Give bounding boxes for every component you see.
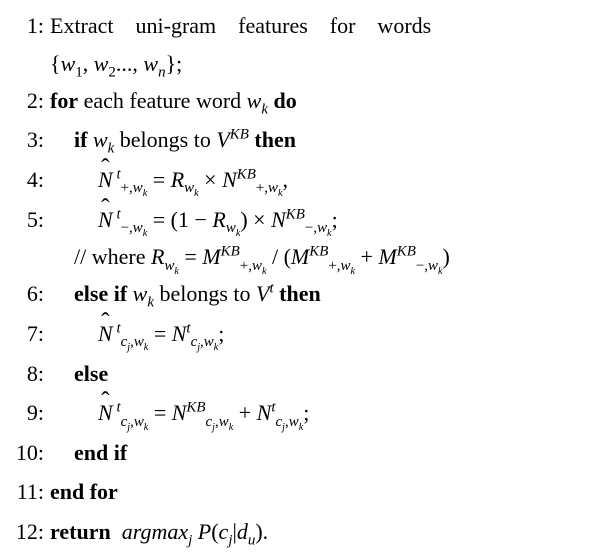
line-number: 8: bbox=[0, 354, 50, 394]
algo-line: 1:Extract uni-gram features for words bbox=[0, 6, 594, 46]
line-number: 9: bbox=[0, 393, 50, 433]
line-body: N tcj,wk = Ntcj,wk; bbox=[50, 314, 594, 354]
line-number: 3: bbox=[0, 120, 50, 160]
line-number: 2: bbox=[0, 81, 50, 121]
line-body: end if bbox=[50, 433, 594, 473]
algo-line: 9:N tcj,wk = NKBcj,wk + Ntcj,wk; bbox=[0, 393, 594, 433]
algo-line: 11:end for bbox=[0, 472, 594, 512]
line-body: for each feature word wk do bbox=[50, 81, 594, 121]
line-body: N t+,wk = Rwk × NKB+,wk, bbox=[50, 160, 594, 200]
line-body: else if wk belongs to Vt then bbox=[50, 274, 594, 314]
algo-line: 6:else if wk belongs to Vt then bbox=[0, 274, 594, 314]
line-body: Extract uni-gram features for words bbox=[50, 6, 594, 46]
line-continuation: {w1, w2..., wn}; bbox=[50, 46, 594, 81]
algo-line: 4:N t+,wk = Rwk × NKB+,wk, bbox=[0, 160, 594, 200]
algo-line: 7:N tcj,wk = Ntcj,wk; bbox=[0, 314, 594, 354]
line-body: if wk belongs to VKB then bbox=[50, 120, 594, 160]
line-body: else bbox=[50, 354, 594, 394]
algo-line: 8:else bbox=[0, 354, 594, 394]
line-body: N t−,wk = (1 − Rwk) × NKB−,wk; bbox=[50, 200, 594, 240]
line-number: 1: bbox=[0, 6, 50, 46]
algo-line: 5:N t−,wk = (1 − Rwk) × NKB−,wk; bbox=[0, 200, 594, 240]
line-number: 11: bbox=[0, 472, 50, 512]
line-body: N tcj,wk = NKBcj,wk + Ntcj,wk; bbox=[50, 393, 594, 433]
line-number: 7: bbox=[0, 314, 50, 354]
algorithm-block: 1:Extract uni-gram features for words{w1… bbox=[0, 0, 600, 558]
line-number: 5: bbox=[0, 200, 50, 240]
algo-line: 10:end if bbox=[0, 433, 594, 473]
line-body: end for bbox=[50, 472, 594, 512]
line-continuation: // where Rwk = MKB+,wk / (MKB+,wk + MKB−… bbox=[50, 239, 594, 274]
algo-line: 3:if wk belongs to VKB then bbox=[0, 120, 594, 160]
algo-line: 2:for each feature word wk do bbox=[0, 81, 594, 121]
line-number: 6: bbox=[0, 274, 50, 314]
line-number: 10: bbox=[0, 433, 50, 473]
line-number: 4: bbox=[0, 160, 50, 200]
